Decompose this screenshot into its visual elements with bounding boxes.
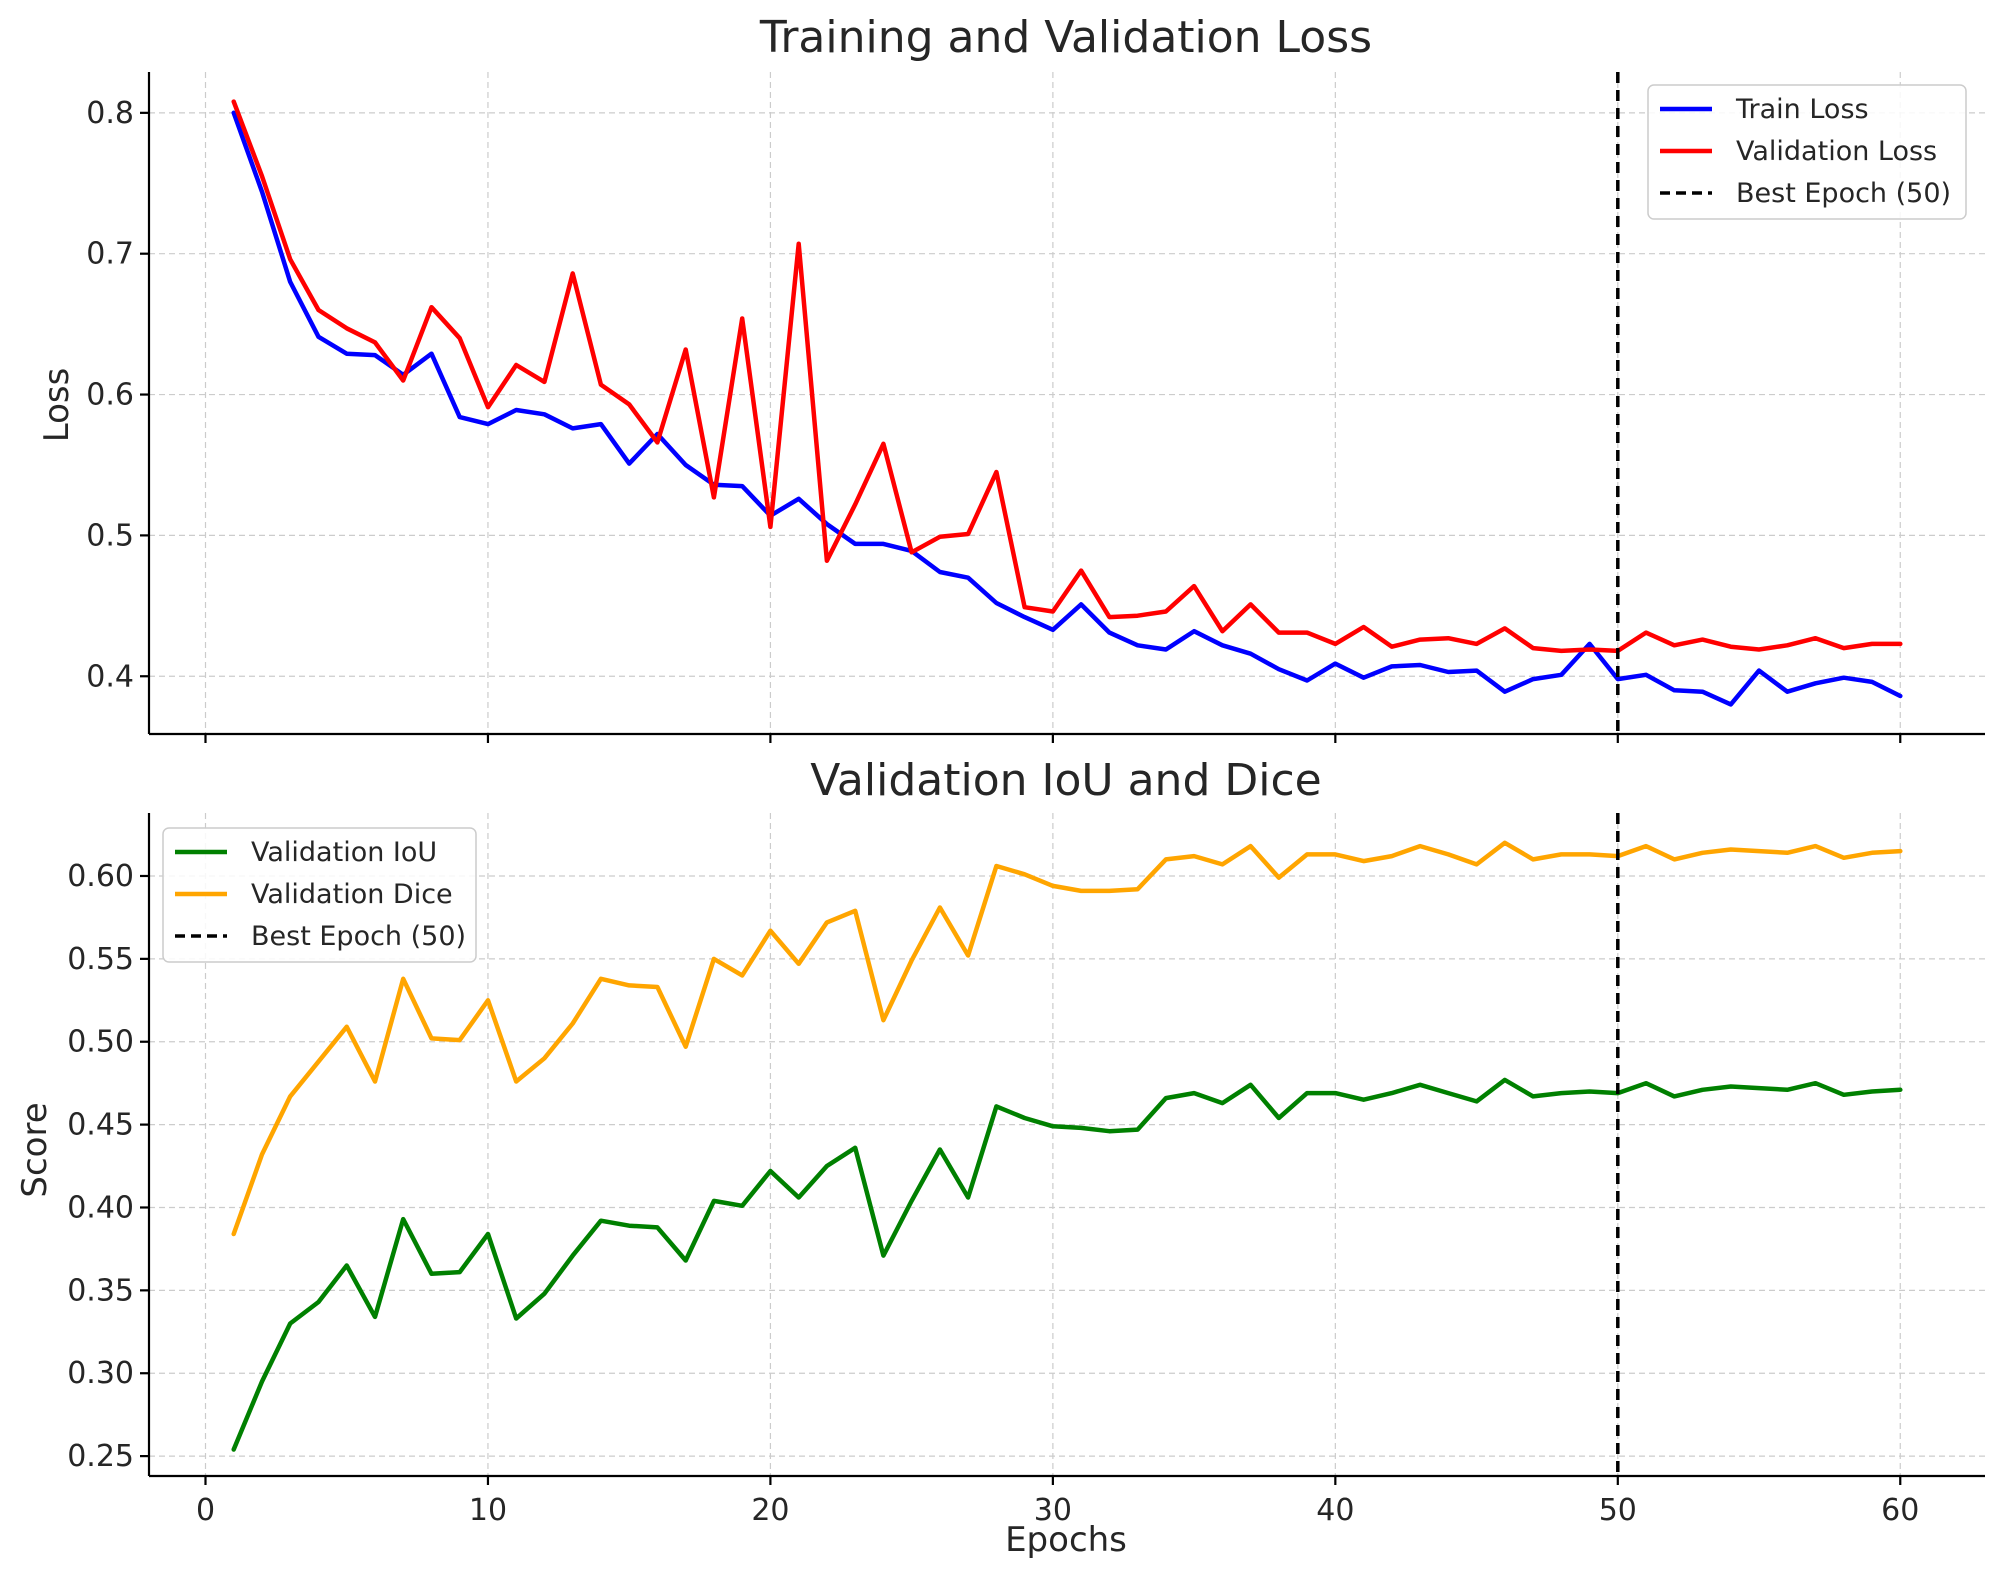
loss-y-axis-label: Loss <box>37 368 77 443</box>
score-x-tick-label: 40 <box>1316 1493 1354 1528</box>
score-chart-title: Validation IoU and Dice <box>810 755 1321 806</box>
score-plot-area <box>231 813 1903 1476</box>
score-x-tick-label: 60 <box>1881 1493 1919 1528</box>
score-y-tick-label: 0.45 <box>67 1108 134 1143</box>
score-legend-box <box>162 827 477 963</box>
score-legend-label: Validation IoU <box>251 837 437 868</box>
score-y-tick-label: 0.30 <box>67 1356 134 1391</box>
score-series-line-validation-iou <box>231 1077 1903 1452</box>
loss-legend-box <box>1647 84 1967 220</box>
loss-gridlines <box>149 72 1985 734</box>
loss-legend: Train Loss Validation Loss Best Epoch (50) <box>1647 84 1967 220</box>
loss-y-tick-label: 0.6 <box>86 378 134 413</box>
score-x-axis-label: Epochs <box>1005 1520 1127 1560</box>
score-y-tick-label: 0.40 <box>67 1190 134 1225</box>
score-chart-panel: Validation IoU and Dice Score Epochs 0.2… <box>15 755 1985 1560</box>
score-x-tick-label: 30 <box>1034 1493 1072 1528</box>
loss-chart-panel: Training and Validation Loss Loss 0.4 0.5… <box>37 12 1985 743</box>
loss-y-tick-label: 0.5 <box>86 518 134 553</box>
score-legend-label: Best Epoch (50) <box>251 921 466 952</box>
loss-series-line-train-loss <box>231 110 1903 707</box>
loss-legend-label: Best Epoch (50) <box>1736 178 1951 209</box>
loss-ticks: 0.4 0.5 0.6 0.7 0.8 <box>86 72 1985 743</box>
loss-plot-area <box>231 72 1903 734</box>
score-x-tick-label: 0 <box>196 1493 215 1528</box>
score-y-axis-label: Score <box>15 1102 55 1197</box>
score-y-tick-label: 0.55 <box>67 942 134 977</box>
score-legend: Validation IoU Validation Dice Best Epoch … <box>162 827 477 963</box>
loss-legend-label: Validation Loss <box>1736 136 1937 167</box>
score-x-tick-label: 50 <box>1599 1493 1637 1528</box>
loss-series-line-validation-loss <box>231 99 1903 654</box>
score-legend-label: Validation Dice <box>251 879 453 910</box>
score-y-tick-label: 0.50 <box>67 1025 134 1060</box>
score-series-line-validation-dice <box>231 840 1903 1237</box>
score-ticks: 0.25 0.30 0.35 0.40 0.45 0.50 0.55 0.60 0 10 20 30 4… <box>67 813 1985 1528</box>
loss-chart-title: Training and Validation Loss <box>759 12 1372 63</box>
loss-y-tick-label: 0.4 <box>86 659 134 694</box>
loss-y-tick-label: 0.8 <box>86 96 134 131</box>
score-y-tick-label: 0.60 <box>67 859 134 894</box>
score-y-tick-label: 0.35 <box>67 1273 134 1308</box>
score-gridlines <box>149 813 1985 1476</box>
score-y-tick-label: 0.25 <box>67 1439 134 1474</box>
score-x-tick-label: 10 <box>469 1493 507 1528</box>
score-x-tick-label: 20 <box>751 1493 789 1528</box>
loss-legend-label: Train Loss <box>1735 94 1869 125</box>
loss-y-tick-label: 0.7 <box>86 237 134 272</box>
